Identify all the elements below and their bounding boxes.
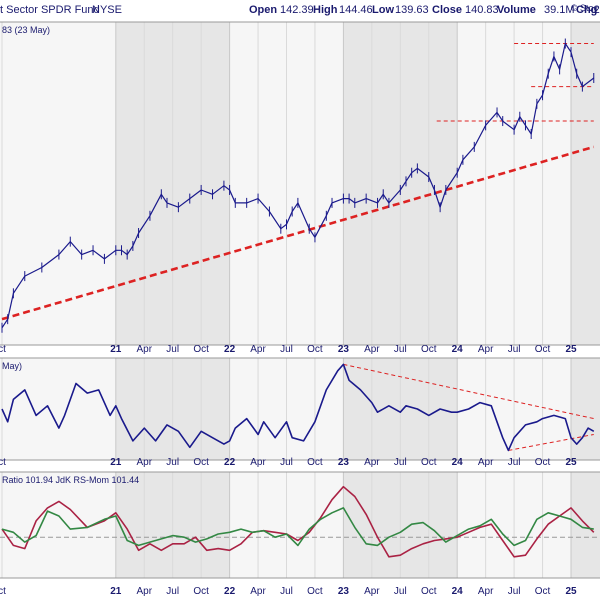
x-tick-label: 22 [224, 586, 236, 597]
close-value: 140.83 [465, 4, 499, 16]
low-label: Low [372, 4, 394, 16]
x-tick-label: Apr [250, 344, 266, 355]
x-tick-label: Jul [394, 586, 407, 597]
x-tick-label: Jul [394, 344, 407, 355]
trendline [343, 363, 594, 420]
x-tick-label: Oct [193, 344, 209, 355]
x-tick-label: 23 [338, 344, 350, 355]
volume-value: 39.1M [544, 4, 575, 16]
open-value: 142.39 [280, 4, 314, 16]
series-line [1, 507, 594, 547]
x-tick-label: Oct [193, 586, 209, 597]
x-tick-label: Apr [250, 457, 266, 468]
watermark: © Stoc [571, 3, 599, 13]
series-lines [1, 38, 595, 558]
x-tick-label: ct [0, 344, 6, 355]
symbol-title: t Sector SPDR Fund [0, 4, 100, 16]
x-tick-label: Jul [508, 586, 521, 597]
x-tick-label: 25 [565, 586, 577, 597]
open-label: Open [249, 4, 278, 16]
x-tick-label: Oct [307, 586, 323, 597]
x-tick-label: Oct [193, 457, 209, 468]
x-tick-label: Jul [508, 457, 521, 468]
x-tick-label: Jul [394, 457, 407, 468]
x-tick-label: Apr [250, 586, 266, 597]
panel-labels: 83 (23 May) May) Ratio 101.94 JdK RS-Mom 1… [2, 3, 599, 485]
x-tick-label: Jul [508, 344, 521, 355]
x-tick-label: 22 [224, 344, 236, 355]
series-line [1, 363, 595, 452]
grid-lines [1, 22, 572, 578]
chg-label: Chg [576, 4, 598, 16]
close-label: Close [432, 4, 462, 16]
x-tick-label: Jul [280, 586, 293, 597]
x-tick-label: Jul [166, 344, 179, 355]
x-tick-label: 21 [110, 586, 122, 597]
trendline [1, 145, 595, 321]
panel-label: 83 (23 May) [2, 25, 50, 35]
x-tick-label: Oct [421, 586, 437, 597]
x-tick-label: Apr [136, 344, 152, 355]
x-tick-label: Oct [307, 344, 323, 355]
year-band [571, 22, 600, 345]
x-tick-label: Oct [535, 457, 551, 468]
panel-background [0, 472, 600, 578]
x-tick-label: Jul [280, 457, 293, 468]
x-tick-label: Oct [421, 344, 437, 355]
x-tick-label: Jul [166, 586, 179, 597]
x-tick-label: Apr [478, 457, 494, 468]
x-tick-label: ct [0, 457, 6, 468]
x-tick-label: Oct [535, 586, 551, 597]
panel-background [0, 22, 600, 345]
trendline [508, 434, 594, 451]
chg-value: -2 [590, 4, 600, 16]
x-tick-label: 21 [110, 457, 122, 468]
panel-borders [0, 21, 600, 579]
x-tick-label: Apr [364, 457, 380, 468]
x-tick-label: Apr [136, 586, 152, 597]
x-tick-label: 23 [338, 457, 350, 468]
x-tick-label: 24 [452, 586, 464, 597]
x-tick-label: 25 [565, 457, 577, 468]
high-value: 144.46 [339, 4, 373, 16]
x-tick-label: 24 [452, 344, 464, 355]
high-label: High [313, 4, 338, 16]
panel-background [0, 358, 600, 460]
year-band [571, 358, 600, 460]
x-tick-label: Apr [364, 344, 380, 355]
exchange-label: NYSE [92, 4, 122, 16]
panel-label: May) [2, 361, 22, 371]
x-tick-label: 23 [338, 586, 350, 597]
x-tick-label: Apr [478, 586, 494, 597]
x-tick-label: Jul [166, 457, 179, 468]
x-tick-label: Jul [280, 344, 293, 355]
volume-label: Volume [497, 4, 536, 16]
chart-header: t Sector SPDR Fund NYSE Open 142.39 High… [0, 0, 600, 22]
low-value: 139.63 [395, 4, 429, 16]
x-tick-label: Apr [136, 457, 152, 468]
tick-labels: ct 21 Apr Jul Oct 22 Apr Jul Oct 23 Apr Jul Oct 24 Apr… [0, 344, 577, 597]
x-tick-label: Apr [364, 586, 380, 597]
panel-label: Ratio 101.94 JdK RS-Mom 101.44 [2, 475, 139, 485]
x-tick-label: 22 [224, 457, 236, 468]
x-tick-label: Oct [307, 457, 323, 468]
x-tick-label: Oct [421, 457, 437, 468]
x-tick-label: ct [0, 586, 6, 597]
x-tick-label: 24 [452, 457, 464, 468]
year-bands [0, 22, 600, 578]
x-tick-label: 21 [110, 344, 122, 355]
x-tick-label: Oct [535, 344, 551, 355]
x-tick-label: Apr [478, 344, 494, 355]
x-tick-label: 25 [565, 344, 577, 355]
